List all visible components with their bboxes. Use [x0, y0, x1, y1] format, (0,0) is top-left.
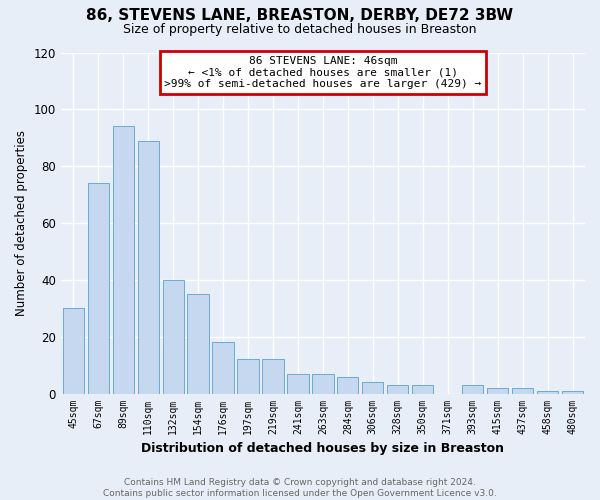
Bar: [312, 374, 334, 394]
Text: 86, STEVENS LANE, BREASTON, DERBY, DE72 3BW: 86, STEVENS LANE, BREASTON, DERBY, DE72 …: [86, 8, 514, 22]
Bar: [362, 382, 383, 394]
Bar: [262, 360, 284, 394]
Bar: [187, 294, 209, 394]
X-axis label: Distribution of detached houses by size in Breaston: Distribution of detached houses by size …: [142, 442, 505, 455]
Text: Contains HM Land Registry data © Crown copyright and database right 2024.
Contai: Contains HM Land Registry data © Crown c…: [103, 478, 497, 498]
Bar: [88, 183, 109, 394]
Bar: [562, 390, 583, 394]
Bar: [537, 390, 558, 394]
Bar: [462, 385, 483, 394]
Bar: [387, 385, 409, 394]
Text: 86 STEVENS LANE: 46sqm
← <1% of detached houses are smaller (1)
>99% of semi-det: 86 STEVENS LANE: 46sqm ← <1% of detached…: [164, 56, 482, 89]
Bar: [212, 342, 233, 394]
Bar: [287, 374, 308, 394]
Bar: [163, 280, 184, 394]
Bar: [512, 388, 533, 394]
Bar: [113, 126, 134, 394]
Y-axis label: Number of detached properties: Number of detached properties: [15, 130, 28, 316]
Bar: [62, 308, 84, 394]
Text: Size of property relative to detached houses in Breaston: Size of property relative to detached ho…: [123, 22, 477, 36]
Bar: [412, 385, 433, 394]
Bar: [337, 376, 358, 394]
Bar: [238, 360, 259, 394]
Bar: [487, 388, 508, 394]
Bar: [137, 140, 159, 394]
